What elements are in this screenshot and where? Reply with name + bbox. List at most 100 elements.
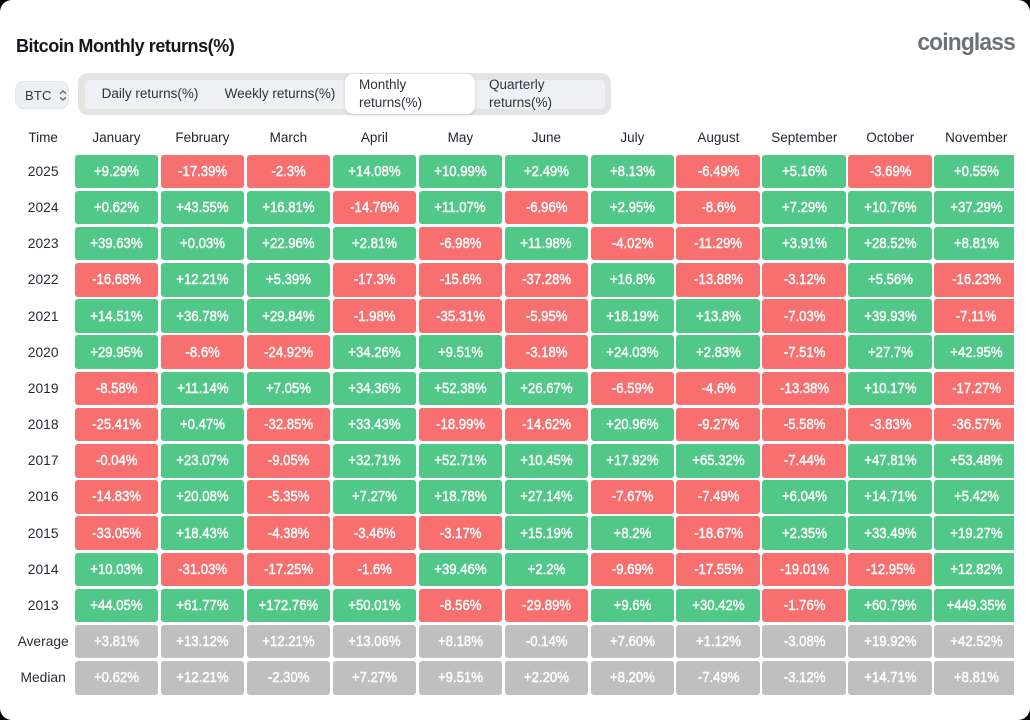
coinglass-logo: coinglass: [917, 29, 1015, 56]
return-cell: -29.89%: [504, 588, 589, 623]
return-cell: +29.84%: [246, 299, 331, 333]
return-cell: -3.46%: [332, 516, 417, 550]
return-cell: -4.6%: [676, 371, 761, 406]
return-cell: -6.59%: [590, 371, 675, 406]
return-cell: -3.08%: [762, 624, 847, 659]
return-cell: +12.21%: [246, 624, 331, 659]
return-cell: +47.81%: [848, 444, 933, 478]
return-cell: +0.55%: [934, 154, 1014, 188]
return-cell: +27.14%: [504, 480, 589, 514]
return-cell: -8.56%: [418, 588, 503, 623]
return-cell: +9.51%: [418, 661, 503, 695]
return-cell: +3.81%: [74, 624, 159, 659]
return-cell: -8.6%: [160, 335, 245, 369]
tab-weekly-returns-label: Weekly returns(%): [224, 85, 336, 101]
return-cell: +2.81%: [332, 226, 417, 261]
return-cell: +9.51%: [418, 335, 503, 369]
return-cell: -5.58%: [762, 407, 847, 442]
return-cell: +0.62%: [74, 661, 159, 695]
table-header-row: Time January February March April May June July…: [0, 119, 1014, 155]
return-cell: -9.05%: [246, 444, 331, 478]
tab-daily-returns[interactable]: Daily returns(%): [85, 73, 215, 115]
row-label-average: Average: [17, 634, 69, 650]
return-cell: -6.96%: [504, 190, 589, 225]
return-cell: -6.49%: [676, 154, 761, 188]
return-cell: -9.27%: [676, 407, 761, 442]
return-cell: +7.60%: [590, 624, 675, 659]
return-cell: -37.28%: [504, 263, 589, 297]
return-cell: +2.83%: [676, 335, 761, 369]
column-header-october: October: [866, 129, 915, 145]
return-cell: -35.31%: [418, 299, 503, 333]
tab-quarterly-returns[interactable]: Quarterly returns(%): [475, 73, 605, 115]
return-cell: -24.92%: [246, 335, 331, 369]
return-cell: +39.63%: [74, 226, 159, 261]
return-cell: +39.46%: [418, 552, 503, 587]
row-label-2018: 2018: [27, 417, 59, 433]
row-label-2015: 2015: [27, 525, 59, 541]
tab-weekly-returns[interactable]: Weekly returns(%): [215, 73, 345, 115]
return-cell: -7.49%: [676, 480, 761, 514]
column-header-may: May: [447, 129, 474, 145]
return-cell: -17.39%: [160, 154, 245, 188]
return-cell: -17.27%: [934, 371, 1014, 406]
return-cell: +37.29%: [934, 190, 1014, 225]
return-cell: +44.05%: [74, 588, 159, 623]
return-cell: +28.52%: [848, 226, 933, 261]
return-cell: +20.96%: [590, 407, 675, 442]
row-label-2020: 2020: [27, 344, 59, 360]
row-label-2016: 2016: [27, 489, 59, 505]
return-cell: -17.3%: [332, 263, 417, 297]
symbol-select[interactable]: BTC: [15, 81, 69, 109]
return-cell: +172.76%: [246, 588, 331, 623]
symbol-select-value: BTC: [25, 87, 52, 103]
return-cell: -3.12%: [762, 661, 847, 695]
return-cell: +0.03%: [160, 226, 245, 261]
return-cell: +10.45%: [504, 444, 589, 478]
return-cell: +24.03%: [590, 335, 675, 369]
return-cell: -3.69%: [848, 154, 933, 188]
return-cell: -0.04%: [74, 444, 159, 478]
return-cell: +14.71%: [848, 480, 933, 514]
return-cell: -25.41%: [74, 407, 159, 442]
return-cell: +34.26%: [332, 335, 417, 369]
return-cell: +27.7%: [848, 335, 933, 369]
return-cell: -14.83%: [74, 480, 159, 514]
return-cell: +36.78%: [160, 299, 245, 333]
return-cell: +18.78%: [418, 480, 503, 514]
return-cell: -18.99%: [418, 407, 503, 442]
return-cell: -1.98%: [332, 299, 417, 333]
return-cell: -5.35%: [246, 480, 331, 514]
page-title: Bitcoin Monthly returns(%): [16, 36, 235, 56]
tab-monthly-returns-label: Monthly returns(%): [359, 76, 423, 110]
return-cell: +10.76%: [848, 190, 933, 225]
return-cell: -3.83%: [848, 407, 933, 442]
column-header-june: June: [531, 129, 561, 145]
return-cell: +6.04%: [762, 480, 847, 514]
return-cell: +9.6%: [590, 588, 675, 623]
tab-monthly-returns[interactable]: Monthly returns(%): [345, 73, 475, 114]
return-cell: +61.77%: [160, 588, 245, 623]
return-cell: +8.81%: [934, 226, 1014, 261]
return-cell: -8.58%: [74, 371, 159, 406]
return-cell: -2.30%: [246, 661, 331, 695]
return-cell: -7.44%: [762, 444, 847, 478]
tab-daily-returns-label: Daily returns(%): [101, 85, 199, 101]
return-cell: +15.19%: [504, 516, 589, 550]
table-body: 2025 +9.29% -17.39% -2.3% +14.08% +10.99% +2.4…: [0, 154, 1014, 696]
return-cell: -2.3%: [246, 154, 331, 188]
return-cell: +9.29%: [74, 154, 159, 188]
return-cell: -5.95%: [504, 299, 589, 333]
return-cell: +22.96%: [246, 226, 331, 261]
return-cell: +5.56%: [848, 263, 933, 297]
return-cell: -19.01%: [762, 552, 847, 587]
return-cell: -13.88%: [676, 263, 761, 297]
return-cell: +26.67%: [504, 371, 589, 406]
return-cell: +2.35%: [762, 516, 847, 550]
return-cell: +11.98%: [504, 226, 589, 261]
return-cell: -1.6%: [332, 552, 417, 587]
return-cell: +3.91%: [762, 226, 847, 261]
returns-tab-bar: Daily returns(%) Weekly returns(%) Month…: [78, 72, 611, 115]
return-cell: -13.38%: [762, 371, 847, 406]
return-cell: -8.6%: [676, 190, 761, 225]
